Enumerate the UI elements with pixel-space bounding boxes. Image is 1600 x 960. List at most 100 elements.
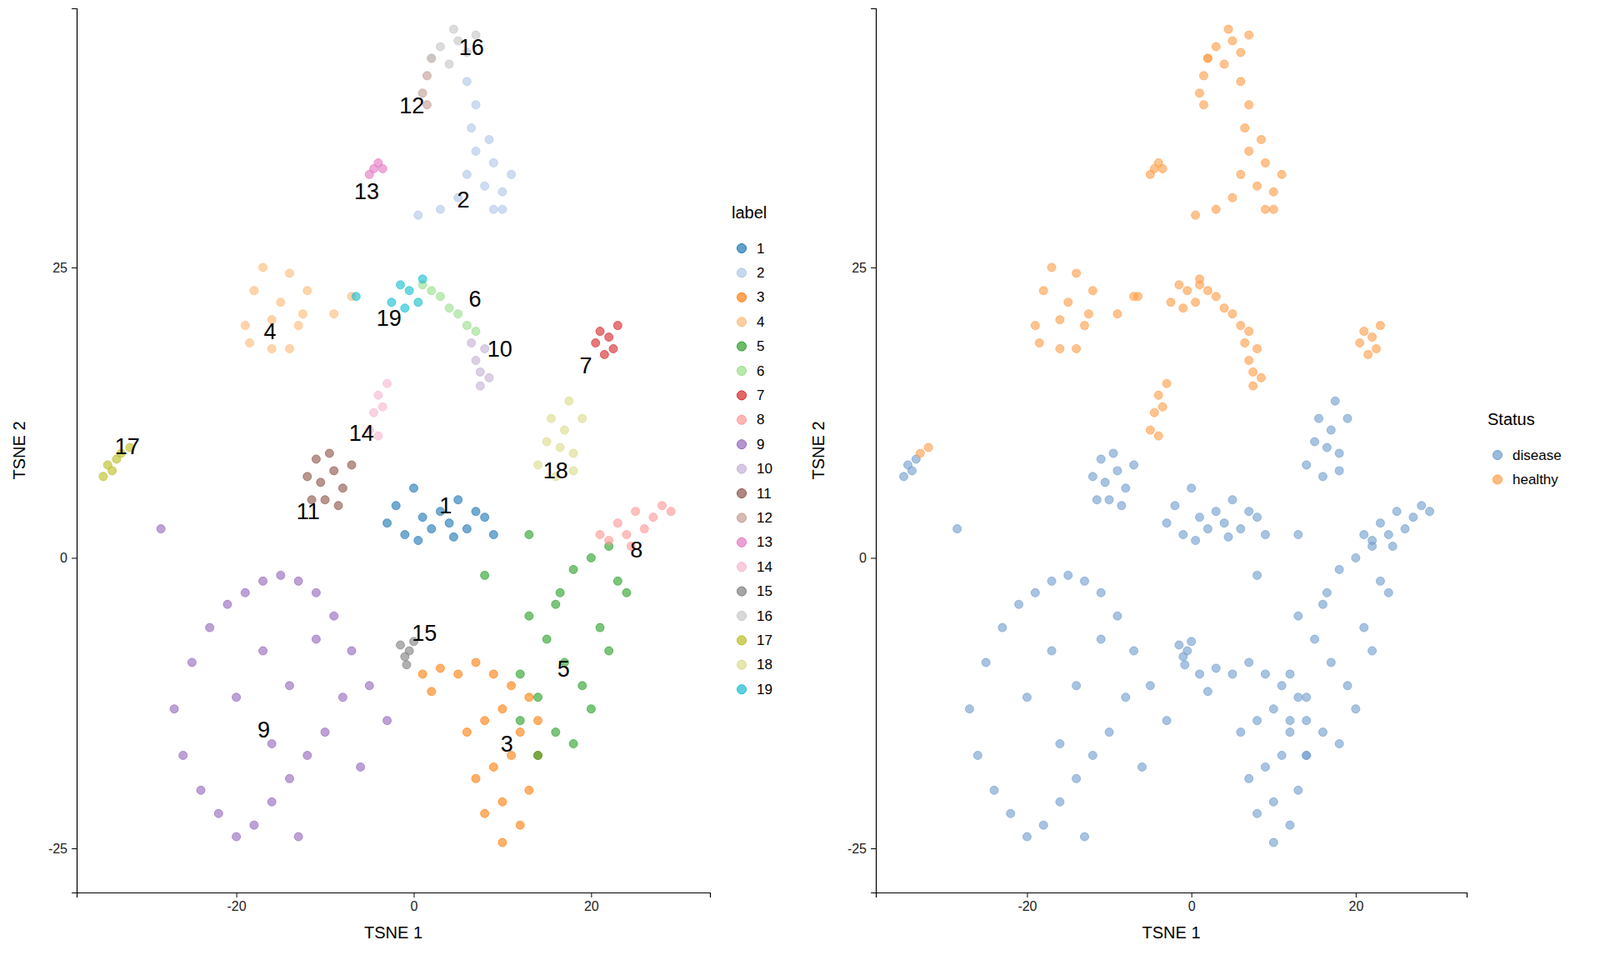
point — [1343, 414, 1352, 423]
point — [1080, 576, 1089, 585]
point — [250, 820, 259, 830]
point — [1022, 832, 1031, 841]
point — [480, 809, 490, 818]
point — [427, 525, 436, 534]
point — [374, 431, 383, 440]
point — [471, 327, 480, 336]
tick-label: 20 — [584, 899, 600, 914]
point — [1047, 646, 1056, 655]
point — [569, 449, 578, 458]
point — [1211, 507, 1220, 516]
point — [383, 716, 392, 725]
point — [285, 681, 294, 690]
point — [525, 785, 534, 795]
point — [435, 42, 445, 51]
point — [1113, 611, 1122, 620]
legend-marker — [737, 660, 747, 670]
point — [613, 576, 622, 585]
point — [1228, 193, 1237, 202]
point — [1137, 762, 1146, 771]
cluster-label: 7 — [579, 353, 592, 379]
point — [1134, 292, 1143, 301]
legend-marker — [737, 292, 747, 302]
cluster-label: 1 — [439, 493, 452, 519]
point — [285, 269, 294, 278]
point — [900, 472, 909, 481]
series — [900, 396, 1435, 847]
point — [1364, 350, 1373, 359]
cluster-label: 15 — [411, 620, 437, 646]
point — [1245, 30, 1254, 40]
point — [427, 687, 436, 696]
tick: 25 — [851, 260, 876, 275]
series — [414, 77, 516, 220]
point — [498, 205, 507, 214]
point — [1064, 570, 1073, 580]
point — [498, 797, 507, 806]
point — [973, 750, 982, 760]
point — [1162, 716, 1171, 725]
point — [1030, 321, 1040, 330]
point — [480, 181, 490, 190]
legend-marker — [737, 268, 747, 278]
point — [418, 513, 427, 522]
legend-marker — [737, 586, 747, 596]
series — [480, 530, 631, 760]
point — [250, 286, 259, 295]
point — [666, 507, 675, 516]
point — [351, 292, 360, 301]
legend-label: 5 — [756, 338, 765, 355]
point — [427, 54, 436, 63]
point — [396, 640, 405, 650]
point — [1072, 681, 1081, 690]
point — [435, 664, 445, 673]
point — [471, 658, 480, 667]
point — [1318, 728, 1327, 737]
tick-mark — [413, 892, 415, 898]
point — [489, 158, 498, 167]
point — [489, 762, 498, 771]
legend-marker — [737, 317, 747, 327]
point — [1035, 339, 1044, 348]
point — [498, 838, 507, 847]
tick-mark — [1191, 892, 1193, 898]
point — [1203, 54, 1212, 63]
tick-mark — [71, 267, 77, 269]
point — [631, 507, 640, 516]
point — [232, 832, 241, 841]
legend-marker — [1493, 450, 1503, 460]
point — [965, 705, 974, 714]
point — [1130, 460, 1139, 470]
point — [551, 600, 560, 609]
point — [311, 588, 320, 597]
point — [613, 321, 622, 330]
point — [467, 124, 476, 133]
legend-marker — [737, 440, 747, 450]
cluster-label: 5 — [557, 656, 570, 682]
point — [1220, 60, 1229, 69]
point — [1285, 820, 1295, 830]
point — [1224, 532, 1233, 541]
point — [1006, 809, 1015, 818]
point — [1322, 443, 1331, 452]
point — [1315, 414, 1324, 423]
point — [560, 425, 569, 435]
point — [267, 797, 276, 806]
tick-mark — [590, 892, 592, 898]
point — [1055, 315, 1065, 325]
point — [534, 750, 543, 760]
point — [365, 681, 374, 690]
point — [1092, 495, 1101, 505]
tick-mark — [870, 848, 876, 850]
point — [245, 339, 255, 348]
point — [1269, 187, 1278, 196]
cluster-label: 4 — [264, 319, 277, 345]
cluster-label: 17 — [115, 434, 140, 460]
point — [427, 286, 436, 295]
point — [1158, 164, 1167, 173]
x-axis-title: TSNE 1 — [1141, 923, 1200, 942]
point — [1224, 25, 1233, 34]
point — [1260, 205, 1270, 214]
point — [1409, 513, 1418, 522]
legend-label: 8 — [756, 411, 765, 428]
